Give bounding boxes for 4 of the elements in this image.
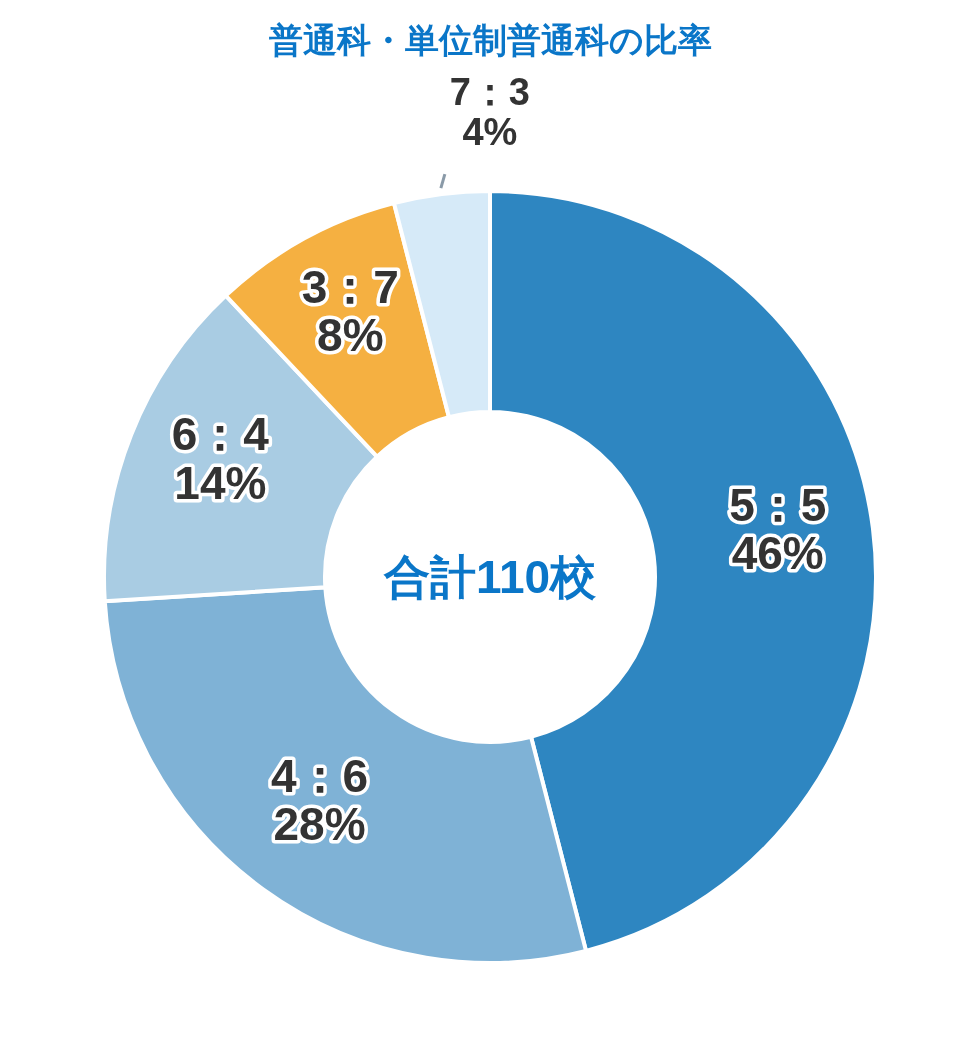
data-label: 4%: [462, 111, 518, 154]
text: 合計110校: [382, 551, 598, 603]
chart-title: 普通科・単位制普通科の比率: [268, 21, 712, 59]
slice-label: 7：3: [449, 71, 531, 114]
